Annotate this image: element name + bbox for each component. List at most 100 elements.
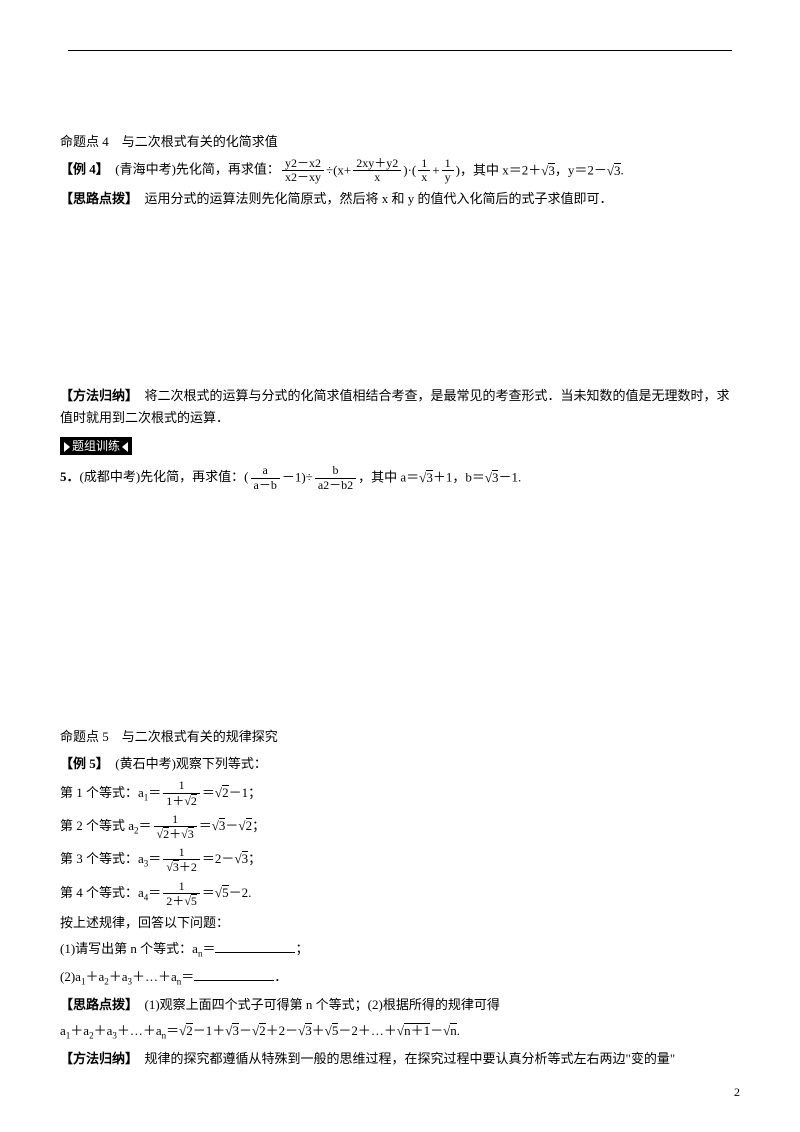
example4-source: (青海中考)先化简，再求值： — [102, 162, 280, 177]
frac2-num: 2xy＋y2 — [353, 157, 401, 170]
eq4-densq: 5 — [191, 894, 197, 907]
eq1-num: 1 — [163, 779, 200, 792]
eq2-rmid: － — [225, 818, 238, 833]
sl-eq: ＝ — [166, 1023, 179, 1038]
example4-line: 【例 4】 (青海中考)先化简，再求值：y2－x2x2－xy÷(x+2xy＋y2… — [60, 157, 740, 184]
eq3-frac: 1√3＋2 — [163, 846, 200, 874]
f3a-den: x — [418, 170, 430, 184]
blank-space-1 — [60, 215, 740, 385]
q5-tail1: ，其中 a＝ — [358, 470, 419, 485]
tail1: )，其中 x＝2＋ — [456, 163, 542, 178]
frac1-den: x2－xy — [282, 170, 324, 184]
eq3-eq: ＝ — [202, 851, 215, 866]
blank-space-2 — [60, 496, 740, 726]
frac-2: 2xy＋y2x — [353, 157, 401, 184]
sl-t1t: －1＋ — [193, 1023, 226, 1038]
eq2-eq: ＝ — [199, 818, 212, 833]
q2-p1: ＋a — [85, 969, 104, 984]
eq1-den: 1＋√2 — [163, 793, 200, 808]
sl-t3p: ＋ — [312, 1023, 325, 1038]
q1-tail: ； — [295, 941, 308, 956]
eq3-rhead: 2－ — [215, 851, 235, 866]
q5f1d: a－b — [251, 478, 280, 492]
q5-sqrt3b: √3 — [485, 470, 499, 485]
hint4-line: 【思路点拨】 运用分式的运算法则先化简原式，然后将 x 和 y 的值代入化简后的… — [60, 188, 740, 210]
sl-t2t: ＋2－ — [266, 1023, 299, 1038]
eq3-num: 1 — [163, 846, 200, 859]
f3a-num: 1 — [418, 157, 430, 170]
q5f2n: b — [315, 464, 356, 477]
q1-b: ＝ — [202, 941, 215, 956]
eq2-num: 1 — [154, 813, 197, 826]
frac-3a: 1x — [418, 157, 430, 184]
plus-text: + — [432, 163, 439, 178]
eq4-sub: 4 — [144, 892, 149, 902]
eq1-eq: ＝ — [202, 785, 215, 800]
example5-source: (黄石中考)观察下列等式： — [102, 756, 267, 771]
hint4-text: 运用分式的运算法则先化简原式，然后将 x 和 y 的值代入化简后的式子求值即可． — [132, 191, 613, 206]
q5-minus1: －1)÷ — [282, 470, 313, 485]
header-rule — [68, 50, 732, 51]
eq1-densq: 2 — [191, 794, 197, 807]
eq2-frac: 1√2＋√3 — [154, 813, 197, 841]
eq4-eq: ＝ — [202, 885, 215, 900]
q5f1n: a — [251, 464, 280, 477]
eq3-dentail: ＋2 — [179, 860, 197, 874]
method4-line: 【方法归纳】 将二次根式的运算与分式的化简求值相结合考查，是最常见的考查形式．当… — [60, 385, 740, 429]
hint5-line: 【思路点拨】 (1)观察上面四个式子可得第 n 个等式；(2)根据所得的规律可得 — [60, 994, 740, 1016]
method5-line: 【方法归纳】 规律的探究都遵循从特殊到一般的思维过程，在探究过程中要认真分析等式… — [60, 1048, 740, 1070]
eq2-line: 第 2 个等式 a2＝1√2＋√3＝√3－√2； — [60, 812, 740, 841]
q5-frac1: aa－b — [251, 464, 280, 491]
practice-badge: 题组训练 — [60, 437, 132, 455]
q2-p2: ＋a — [109, 969, 128, 984]
q1-line: (1)请写出第 n 个等式：an＝； — [60, 938, 740, 962]
eq1-frac: 11＋√2 — [163, 779, 200, 807]
eq3-intro: 第 3 个等式：a — [60, 851, 144, 866]
eq2-intro: 第 2 个等式 a — [60, 818, 134, 833]
q5-frac2: ba2－b2 — [315, 464, 356, 491]
eq1-dena: 1＋ — [166, 794, 184, 808]
q2-a: (2)a — [60, 969, 81, 984]
mid-text: )·( — [403, 163, 416, 178]
f3b-num: 1 — [442, 157, 454, 170]
topic4-heading: 命题点 4 与二次根式有关的化简求值 — [60, 131, 740, 153]
triangle-right-icon — [122, 442, 128, 452]
eq2-sub: 2 — [134, 826, 139, 836]
frac-1: y2－x2x2－xy — [282, 157, 324, 184]
q5f2d: a2－b2 — [315, 478, 356, 492]
eq2-den: √2＋√3 — [154, 826, 197, 841]
method4-text: 将二次根式的运算与分式的化简求值相结合考查，是最常见的考查形式．当未知数的值是无… — [60, 388, 730, 425]
q2-line: (2)a1＋a2＋a3＋…＋an＝． — [60, 966, 740, 990]
eq4-line: 第 4 个等式：a4＝12＋√5＝√5－2. — [60, 879, 740, 908]
eq1-sub: 1 — [144, 792, 149, 802]
eq4-intro: 第 4 个等式：a — [60, 885, 144, 900]
page-container: 命题点 4 与二次根式有关的化简求值 【例 4】 (青海中考)先化简，再求值：y… — [0, 0, 800, 1104]
method5-text: 规律的探究都遵循从特殊到一般的思维过程，在探究过程中要认真分析等式左右两边"变的… — [132, 1051, 676, 1066]
hint5-label: 【思路点拨】 — [60, 997, 132, 1012]
f3b-den: y — [442, 170, 454, 184]
q5-tail2: ＋1，b＝ — [433, 470, 485, 485]
triangle-left-icon — [64, 442, 70, 452]
eq4-denhead: 2＋ — [166, 894, 184, 908]
example4-label: 【例 4】 — [60, 162, 102, 177]
blank-1 — [215, 940, 295, 953]
sqrt3b: √3 — [607, 163, 621, 178]
q2-tail: ． — [274, 969, 287, 984]
sl-p2: ＋a — [94, 1023, 113, 1038]
eq2-denmid: ＋ — [169, 827, 181, 841]
eq4-num: 1 — [163, 880, 200, 893]
follow-text: 按上述规律，回答以下问题： — [60, 912, 740, 934]
example5-label: 【例 5】 — [60, 756, 102, 771]
sl-tnm: － — [430, 1023, 443, 1038]
frac-3b: 1y — [442, 157, 454, 184]
eq3-rtail: ； — [248, 851, 261, 866]
q5-source: (成都中考)先化简，再求值：( — [80, 469, 249, 484]
method5-label: 【方法归纳】 — [60, 1051, 132, 1066]
eq4-den: 2＋√5 — [163, 893, 200, 908]
eq1-rtail: －1； — [229, 785, 262, 800]
tail3: . — [621, 163, 624, 178]
eq3-line: 第 3 个等式：a3＝1√3＋2＝2－√3； — [60, 845, 740, 874]
hint5-text: (1)观察上面四个式子可得第 n 个等式；(2)根据所得的规律可得 — [132, 997, 500, 1012]
sl-dots: ＋…＋a — [117, 1023, 162, 1038]
frac1-num: y2－x2 — [282, 157, 324, 170]
